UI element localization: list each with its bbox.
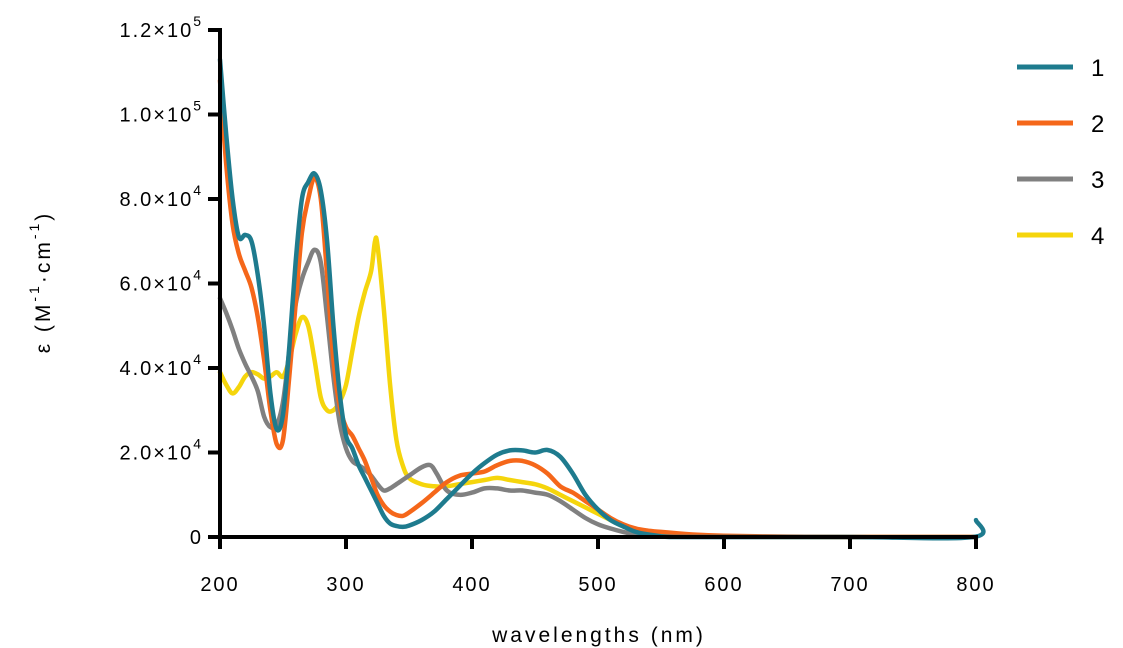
- legend: 1 2 3 4: [1017, 55, 1104, 250]
- y-tick-exponent: 4: [193, 436, 203, 452]
- y-tick-mantissa: 0: [190, 527, 203, 549]
- legend-label-4: 4: [1091, 223, 1104, 250]
- y-tick-exponent: 5: [193, 13, 203, 29]
- y-tick-mantissa: 6.0×10: [119, 274, 193, 296]
- y-tick-mantissa: 4.0×10: [119, 358, 193, 380]
- y-tick-label: 1.0×105: [119, 98, 203, 127]
- x-ticks: 200 300 400 500 600 700 800: [200, 537, 995, 596]
- y-tick-label: 6.0×104: [119, 267, 203, 296]
- legend-label-1: 1: [1091, 55, 1104, 82]
- x-tick-label: 300: [326, 574, 365, 596]
- y-tick-mantissa: 1.2×10: [119, 20, 193, 42]
- y-axis-title-exp1: -1: [26, 283, 42, 301]
- x-tick-label: 700: [830, 574, 869, 596]
- x-tick-label: 500: [578, 574, 617, 596]
- y-axis-title: ε (M-1·cm-1): [26, 211, 55, 354]
- x-tick-label: 200: [200, 574, 239, 596]
- x-tick-label: 400: [452, 574, 491, 596]
- y-tick-mantissa: 8.0×10: [119, 189, 193, 211]
- series-line-1: [217, 57, 986, 541]
- y-tick-label: 0: [190, 527, 203, 549]
- y-tick-mantissa: 1.0×10: [119, 105, 193, 127]
- series-line-3: [217, 247, 979, 540]
- y-tick-exponent: 4: [193, 351, 203, 367]
- y-tick-label: 1.2×105: [119, 13, 203, 42]
- x-axis-title: wavelengths (nm): [491, 624, 706, 647]
- y-ticks: 02.0×1044.0×1046.0×1048.0×1041.0×1051.2×…: [119, 13, 220, 549]
- y-axis-title-mid: ·cm: [32, 239, 55, 283]
- y-axis-title-exp2: -1: [26, 221, 42, 239]
- x-tick-label: 800: [956, 574, 995, 596]
- y-tick-mantissa: 2.0×10: [119, 443, 193, 465]
- legend-label-2: 2: [1091, 111, 1104, 138]
- y-tick-label: 8.0×104: [119, 182, 203, 211]
- y-axis-title-suffix: ): [32, 211, 55, 221]
- y-tick-label: 4.0×104: [119, 351, 203, 380]
- y-tick-exponent: 4: [193, 182, 203, 198]
- x-tick-label: 600: [704, 574, 743, 596]
- y-tick-exponent: 5: [193, 98, 203, 114]
- y-tick-exponent: 4: [193, 267, 203, 283]
- y-tick-label: 2.0×104: [119, 436, 203, 465]
- legend-label-3: 3: [1091, 167, 1104, 194]
- series-lines: [217, 57, 986, 541]
- y-axis-title-prefix: ε (M: [32, 302, 55, 354]
